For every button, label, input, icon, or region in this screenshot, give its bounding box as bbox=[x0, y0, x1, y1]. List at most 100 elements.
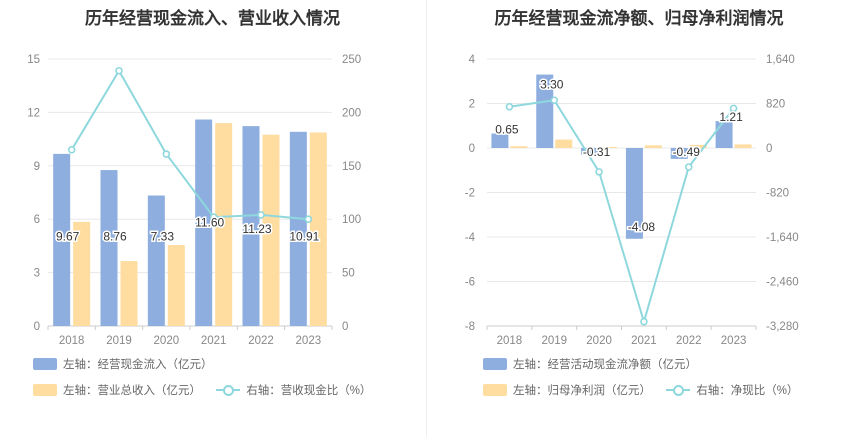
x-tick-label: 2019 bbox=[541, 335, 567, 347]
y-left-tick-label: 4 bbox=[469, 54, 476, 66]
legend-item[interactable]: 右轴：净现比（%） bbox=[666, 382, 798, 398]
line-point bbox=[505, 102, 514, 111]
legend-label: 左轴：经营活动现金流净额（亿元） bbox=[513, 359, 697, 371]
y-left-tick-label: -8 bbox=[465, 321, 475, 333]
bar-data-label: -0.31 bbox=[583, 145, 611, 159]
bar bbox=[242, 126, 260, 326]
y-right-tick-label: 0 bbox=[766, 143, 772, 155]
bar-data-label: 11.60 bbox=[195, 216, 224, 230]
bar bbox=[195, 119, 213, 327]
y-left-tick-label: 9 bbox=[34, 161, 40, 173]
y-left-tick-label: 15 bbox=[27, 54, 40, 66]
bar bbox=[100, 170, 118, 326]
legend-item[interactable]: 右轴：营收现金比（%） bbox=[216, 382, 371, 398]
bar bbox=[120, 261, 138, 326]
legend-label: 左轴：经营现金流入（亿元） bbox=[63, 359, 213, 371]
bar-data-label: 11.23 bbox=[242, 222, 271, 236]
chart-panel-net-cash: 历年经营现金流净额、归母净利润情况 -8 -6 -4 -2 0 2 4 -3,280 -2,46… bbox=[428, 0, 850, 437]
y-left-tick-label: 12 bbox=[27, 107, 40, 119]
line-point bbox=[550, 96, 559, 105]
bar-data-label: 8.76 bbox=[103, 230, 127, 244]
y-left-tick-label: 0 bbox=[469, 143, 475, 155]
chart-legend-row-1: 左轴：经营现金流入（亿元） bbox=[33, 356, 225, 373]
line-point bbox=[304, 215, 313, 223]
x-tick-label: 2020 bbox=[154, 335, 180, 347]
line-series bbox=[509, 99, 735, 326]
y-right-tick-label: 200 bbox=[342, 107, 361, 119]
x-tick-label: 2022 bbox=[248, 335, 274, 347]
bar-data-label: 9.67 bbox=[56, 230, 80, 244]
y-right-tick-label: -1,640 bbox=[766, 232, 799, 244]
bar bbox=[670, 148, 688, 159]
legend-item[interactable]: 左轴：经营现金流入（亿元） bbox=[33, 356, 213, 372]
y-left-tick-label: 0 bbox=[34, 321, 40, 333]
line-point bbox=[640, 317, 648, 326]
y-right-tick-label: 0 bbox=[342, 321, 348, 333]
legend-swatch bbox=[33, 358, 57, 370]
y-right-tick-label: 100 bbox=[342, 214, 361, 226]
x-tick-label: 2022 bbox=[676, 335, 702, 347]
bar bbox=[167, 245, 185, 326]
x-tick-label: 2018 bbox=[497, 335, 523, 347]
y-left-tick-label: -2 bbox=[465, 188, 475, 200]
chart-title: 历年经营现金流入、营业收入情况 bbox=[85, 9, 340, 29]
chart-legend-row-1: 左轴：经营活动现金流净额（亿元） bbox=[483, 356, 709, 373]
legend-line-swatch bbox=[666, 384, 691, 396]
bar bbox=[309, 132, 327, 326]
y-left-tick-label: -4 bbox=[465, 232, 476, 244]
x-tick-label: 2021 bbox=[201, 335, 227, 347]
y-left-tick-label: -6 bbox=[465, 277, 475, 289]
bar-data-label: 1.21 bbox=[719, 110, 743, 124]
line-point bbox=[209, 213, 218, 221]
chart-legend-row-2: 左轴：归母净利润（亿元） 右轴：净现比（%） bbox=[483, 382, 810, 399]
y-left-tick-label: 6 bbox=[34, 214, 40, 226]
legend-item[interactable]: 左轴：营业总收入（亿元） bbox=[33, 382, 201, 398]
legend-line-swatch bbox=[216, 384, 241, 396]
bar bbox=[600, 146, 618, 148]
bar bbox=[262, 134, 280, 326]
x-tick-label: 2018 bbox=[59, 335, 85, 347]
bar bbox=[644, 145, 662, 148]
legend-label: 右轴：营收现金比（%） bbox=[246, 385, 372, 397]
legend-item[interactable]: 左轴：归母净利润（亿元） bbox=[483, 382, 651, 398]
y-right-tick-label: 1,640 bbox=[766, 54, 795, 66]
bar bbox=[734, 144, 752, 148]
legend-item[interactable]: 左轴：经营活动现金流净额（亿元） bbox=[483, 356, 697, 372]
line-point bbox=[162, 150, 171, 158]
line-point bbox=[729, 104, 738, 113]
bar bbox=[625, 148, 643, 239]
bar bbox=[536, 74, 554, 148]
legend-label: 左轴：归母净利润（亿元） bbox=[513, 385, 651, 397]
line-point bbox=[595, 168, 603, 176]
bar-data-label: 0.65 bbox=[495, 123, 519, 137]
line-point bbox=[115, 66, 123, 75]
line-point bbox=[684, 163, 693, 171]
chart-panel-cash-inflow: 历年经营现金流入、营业收入情况 0 3 6 9 12 15 0 50 100 150 200 250 2… bbox=[27, 9, 371, 398]
bar-data-label: -0.49 bbox=[673, 145, 701, 159]
y-right-tick-label: -820 bbox=[766, 188, 789, 200]
x-tick-label: 2021 bbox=[631, 335, 657, 347]
x-tick-label: 2020 bbox=[586, 335, 612, 347]
y-left-tick-label: 2 bbox=[469, 99, 475, 111]
bar bbox=[510, 146, 528, 148]
y-right-tick-label: -3,280 bbox=[766, 321, 799, 333]
bar bbox=[73, 221, 91, 326]
bar-data-label: 3.30 bbox=[540, 78, 564, 92]
chart-plot-area: -8 -6 -4 -2 0 2 4 -3,280 -2,460 -1,640 -820 0 820 1,6… bbox=[465, 54, 799, 347]
chart-title: 历年经营现金流净额、归母净利润情况 bbox=[494, 9, 784, 29]
bar-data-label: 7.33 bbox=[151, 230, 175, 244]
x-tick-label: 2019 bbox=[106, 335, 132, 347]
legend-label: 右轴：净现比（%） bbox=[696, 385, 799, 397]
y-right-tick-label: 820 bbox=[766, 99, 785, 111]
bar bbox=[491, 133, 509, 148]
legend-label: 左轴：营业总收入（亿元） bbox=[63, 385, 201, 397]
y-right-tick-label: 50 bbox=[342, 268, 355, 280]
bar bbox=[715, 121, 733, 148]
y-right-tick-label: 150 bbox=[342, 161, 361, 173]
x-tick-label: 2023 bbox=[296, 335, 322, 347]
bar bbox=[289, 131, 307, 326]
legend-swatch bbox=[483, 358, 507, 370]
bar bbox=[689, 144, 707, 148]
line-point bbox=[67, 145, 76, 154]
